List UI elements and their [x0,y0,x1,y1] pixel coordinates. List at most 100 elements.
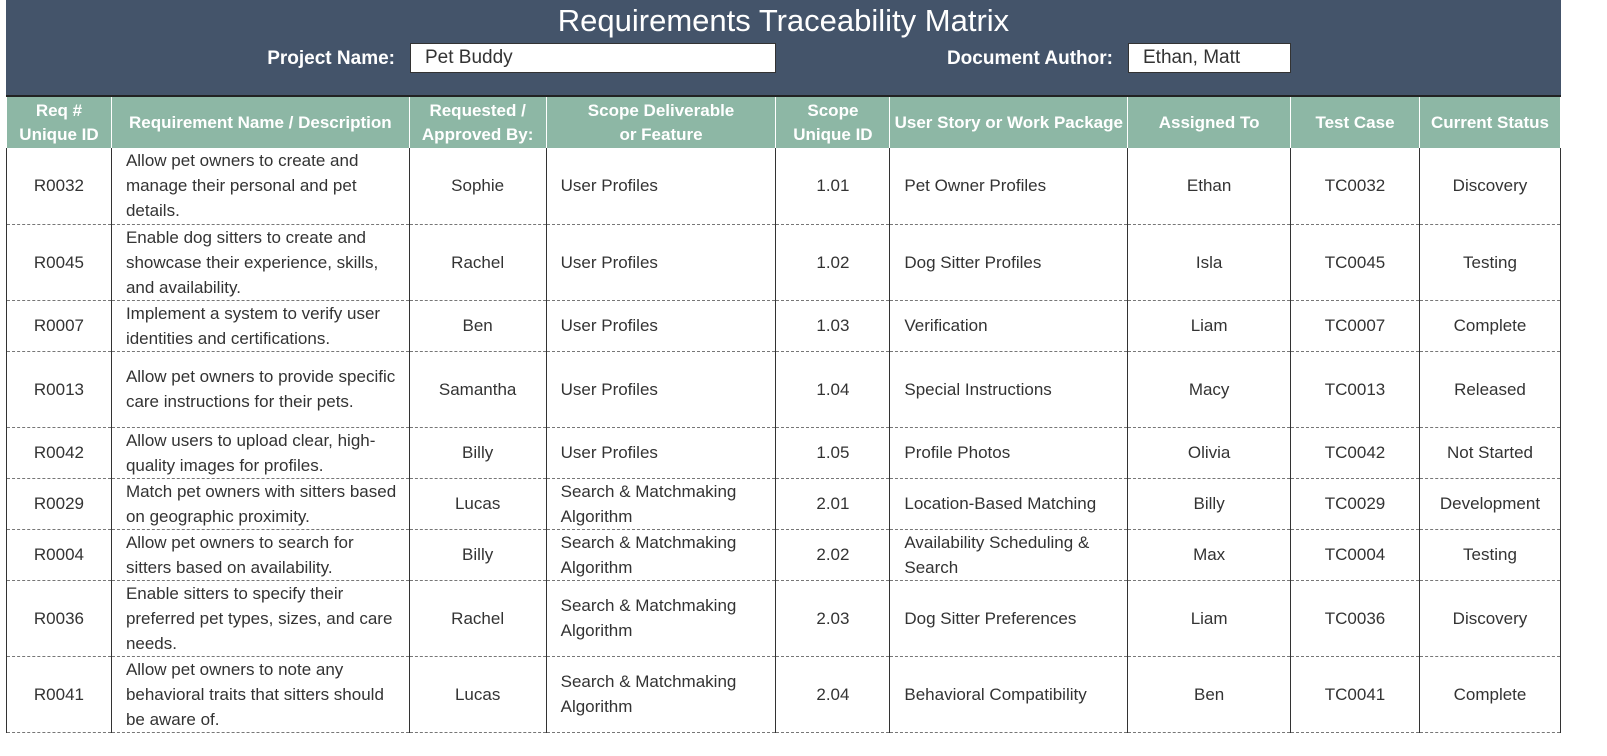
cell: Dog Sitter Preferences [889,580,1129,657]
cell: Discovery [1418,580,1561,657]
cell: Complete [1418,300,1561,352]
cell: Development [1418,478,1561,530]
cell: 2.02 [775,529,891,581]
cell: R0045 [6,224,112,301]
cell: Enable dog sitters to create and showcas… [110,224,410,301]
cell: 1.04 [775,351,891,428]
cell: Rachel [408,224,547,301]
header-row: Req # Unique ID Requirement Name / Descri… [6,97,1561,148]
cell: Billy [1127,478,1292,530]
cell: Implement a system to verify user identi… [110,300,410,352]
cell: Rachel [408,580,547,657]
cell: TC0007 [1290,300,1420,352]
cell: R0032 [6,148,112,225]
cell: Search & Matchmaking Algorithm [545,529,777,581]
cell: Enable sitters to specify their preferre… [110,580,410,657]
row: R0032 Allow pet owners to create and mana… [6,148,1561,225]
cell: User Profiles [545,300,777,352]
column-header: Assigned To [1127,97,1292,148]
cell: Not Started [1418,427,1561,479]
cell: Profile Photos [889,427,1129,479]
cell: TC0032 [1290,148,1420,225]
project-label: Project Name: [267,48,395,69]
cell: Isla [1127,224,1292,301]
cell: Allow pet owners to search for sitters b… [110,529,410,581]
cell: Special Instructions [889,351,1129,428]
cell: Samantha [408,351,547,428]
column-header: Req # Unique ID [6,97,112,148]
cell: Macy [1127,351,1292,428]
cell: Ben [408,300,547,352]
cell: Location-Based Matching [889,478,1129,530]
cell: Allow users to upload clear, high-qualit… [110,427,410,479]
cell: User Profiles [545,148,777,225]
row: R0042 Allow users to upload clear, high-q… [6,427,1561,479]
cell: R0029 [6,478,112,530]
cell: R0036 [6,580,112,657]
cell: Olivia [1127,427,1292,479]
cell: TC0029 [1290,478,1420,530]
row: R0029 Match pet owners with sitters based… [6,478,1561,530]
cell: R0007 [6,300,112,352]
cell: 1.05 [775,427,891,479]
matrix-table: Req # Unique ID Requirement Name / Descri… [6,97,1561,733]
title: Requirements Traceability Matrix [557,3,1010,38]
cell: 1.02 [775,224,891,301]
cell: 2.03 [775,580,891,657]
column-header: Scope Deliverable or Feature [545,97,777,148]
cell: Sophie [408,148,547,225]
cell: TC0041 [1290,656,1420,733]
cell: User Profiles [545,351,777,428]
column-header: User Story or Work Package [889,97,1129,148]
row: R0004 Allow pet owners to search for sitt… [6,529,1561,581]
cell: 2.01 [775,478,891,530]
cell: Liam [1127,300,1292,352]
cell: Released [1418,351,1561,428]
author: Ethan, Matt [1128,43,1291,73]
author-label: Document Author: [946,48,1113,69]
cell: Discovery [1418,148,1561,225]
cell: Pet Owner Profiles [889,148,1129,225]
cell: Match pet owners with sitters based on g… [110,478,410,530]
cell: Availability Scheduling & Search [889,529,1129,581]
cell: Allow pet owners to provide specific car… [110,351,410,428]
cell: Billy [408,427,547,479]
column-header: Requested / Approved By: [408,97,547,148]
cell: Search & Matchmaking Algorithm [545,478,777,530]
row: R0013 Allow pet owners to provide specifi… [6,351,1561,428]
column-header: Current Status [1418,97,1561,148]
cell: Lucas [408,478,547,530]
column-header: Requirement Name / Description [110,97,410,148]
cell: Testing [1418,529,1561,581]
cell: Behavioral Compatibility [889,656,1129,733]
cell: Max [1127,529,1292,581]
cell: Dog Sitter Profiles [889,224,1129,301]
cell: Search & Matchmaking Algorithm [545,580,777,657]
cell: Billy [408,529,547,581]
cell: User Profiles [545,427,777,479]
column-header: Scope Unique ID [775,97,891,148]
cell: TC0042 [1290,427,1420,479]
cell: Allow pet owners to create and manage th… [110,148,410,225]
cell: R0013 [6,351,112,428]
row: R0045 Enable dog sitters to create and sh… [6,224,1561,301]
cell: 1.01 [775,148,891,225]
cell: Ethan [1127,148,1292,225]
cell: User Profiles [545,224,777,301]
cell: Verification [889,300,1129,352]
cell: Search & Matchmaking Algorithm [545,656,777,733]
cell: R0041 [6,656,112,733]
project-name: Pet Buddy [410,43,776,73]
cell: R0042 [6,427,112,479]
cell: Ben [1127,656,1292,733]
cell: 2.04 [775,656,891,733]
cell: 1.03 [775,300,891,352]
cell: TC0013 [1290,351,1420,428]
row: R0036 Enable sitters to specify their pre… [6,580,1561,657]
row: R0041 Allow pet owners to note any behavi… [6,656,1561,733]
cell: Allow pet owners to note any behavioral … [110,656,410,733]
cell: Lucas [408,656,547,733]
cell: Testing [1418,224,1561,301]
cell: TC0036 [1290,580,1420,657]
